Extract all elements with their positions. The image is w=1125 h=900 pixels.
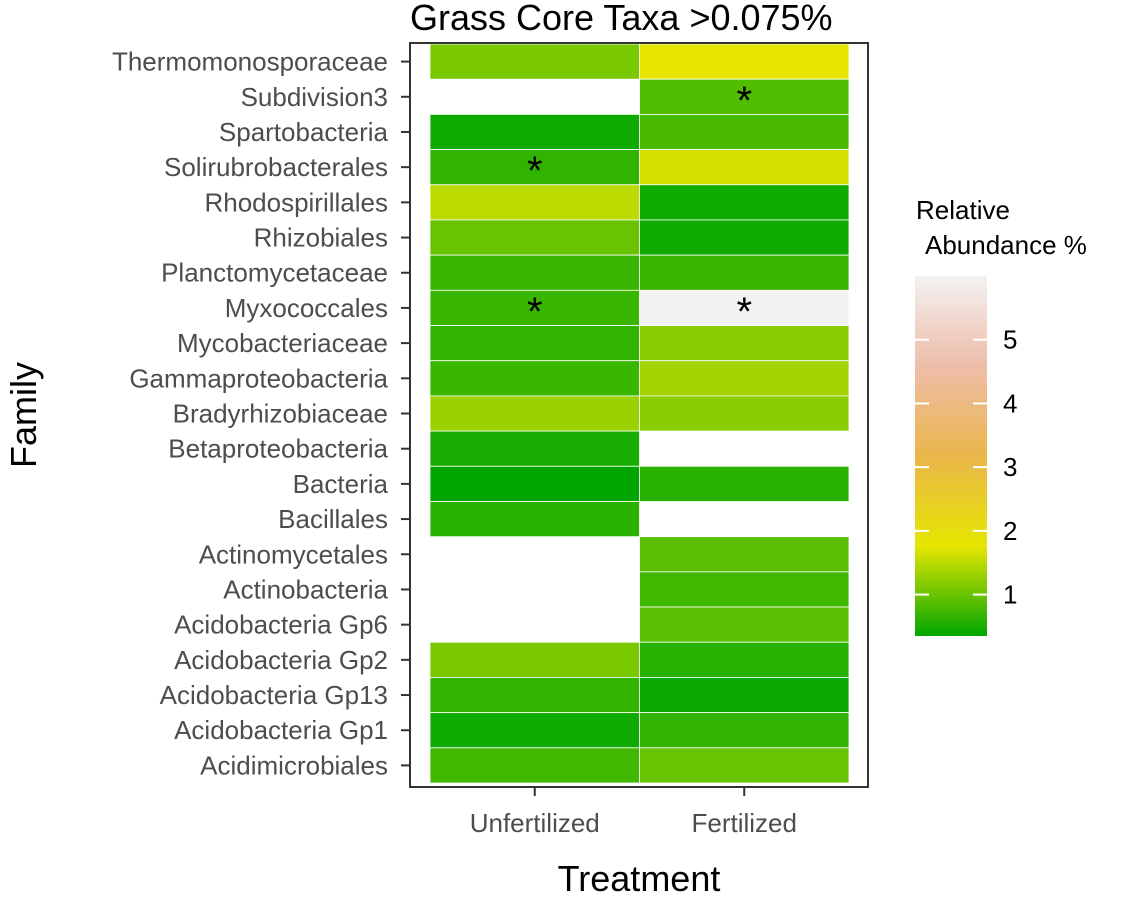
y-tick-label: Acidobacteria Gp1 bbox=[174, 715, 388, 745]
legend-title-line1: Relative bbox=[916, 195, 1010, 225]
legend-colorbar bbox=[915, 276, 987, 636]
y-tick-label: Acidobacteria Gp13 bbox=[160, 680, 388, 710]
y-tick-label: Myxococcales bbox=[225, 293, 388, 323]
legend-tick-label: 3 bbox=[1003, 452, 1017, 482]
x-axis-title: Treatment bbox=[558, 858, 721, 899]
heatmap-cell bbox=[639, 219, 850, 256]
heatmap-cell bbox=[429, 360, 640, 397]
y-tick-label: Actinobacteria bbox=[223, 574, 388, 604]
y-tick-label: Mycobacteriaceae bbox=[177, 328, 388, 358]
heatmap-cell bbox=[639, 289, 850, 326]
heatmap-cell bbox=[429, 184, 640, 221]
heatmap-cell bbox=[639, 606, 850, 643]
heatmap-cell bbox=[639, 571, 850, 608]
heatmap-cell bbox=[639, 360, 850, 397]
heatmap-cell bbox=[639, 395, 850, 432]
legend-title-line2: Abundance % bbox=[925, 230, 1087, 260]
heatmap-cell bbox=[429, 254, 640, 291]
y-tick-label: Acidimicrobiales bbox=[200, 750, 388, 780]
x-tick-label: Fertilized bbox=[692, 808, 797, 838]
heatmap-cell bbox=[639, 465, 850, 502]
heatmap-cell bbox=[639, 254, 850, 291]
panel-border bbox=[409, 42, 869, 788]
legend-tick-label: 2 bbox=[1003, 516, 1017, 546]
significance-markers: * * * * bbox=[527, 79, 752, 334]
y-tick-label: Bradyrhizobiaceae bbox=[173, 399, 388, 429]
y-tick-label: Betaproteobacteria bbox=[168, 434, 388, 464]
x-tick-label: Unfertilized bbox=[470, 808, 600, 838]
y-tick-label: Bacillales bbox=[278, 504, 388, 534]
heatmap-cell bbox=[639, 184, 850, 221]
heatmap-cell bbox=[639, 43, 850, 80]
y-axis-title: Family bbox=[3, 362, 44, 468]
heatmap-cell bbox=[639, 325, 850, 362]
color-legend: Relative Abundance % 1 2 3 4 5 bbox=[915, 195, 1087, 636]
significance-star: * bbox=[736, 79, 752, 123]
chart-title: Grass Core Taxa >0.075% bbox=[410, 0, 833, 38]
significance-star: * bbox=[736, 290, 752, 334]
y-tick-label: Rhodospirillales bbox=[204, 187, 388, 217]
y-axis: Thermomonosporaceae Subdivision3 Spartobac… bbox=[112, 47, 410, 780]
x-axis: Unfertilized Fertilized bbox=[470, 787, 797, 838]
heatmap-cell bbox=[639, 712, 850, 749]
y-tick-label: Acidobacteria Gp2 bbox=[174, 645, 388, 675]
heatmap-cell bbox=[429, 501, 640, 538]
heatmap-cell bbox=[429, 712, 640, 749]
y-tick-label: Subdivision3 bbox=[241, 82, 388, 112]
significance-star: * bbox=[527, 149, 543, 193]
y-tick-label: Planctomycetaceae bbox=[161, 258, 388, 288]
y-tick-label: Spartobacteria bbox=[219, 117, 389, 147]
heatmap-cell bbox=[429, 641, 640, 678]
heatmap-cell bbox=[639, 677, 850, 714]
heatmap-cell bbox=[429, 747, 640, 784]
legend-tick-label: 1 bbox=[1003, 580, 1017, 610]
legend-tick-label: 4 bbox=[1003, 388, 1017, 418]
heatmap-cell bbox=[639, 78, 850, 115]
heatmap-cell bbox=[639, 113, 850, 150]
heatmap-cell bbox=[429, 395, 640, 432]
y-tick-label: Gammaproteobacteria bbox=[129, 363, 388, 393]
heatmap-cells bbox=[429, 43, 850, 784]
heatmap-cell bbox=[429, 113, 640, 150]
heatmap-cell bbox=[429, 149, 640, 186]
heatmap-cell bbox=[429, 677, 640, 714]
y-tick-label: Thermomonosporaceae bbox=[112, 47, 388, 77]
significance-star: * bbox=[527, 290, 543, 334]
heatmap-cell bbox=[429, 289, 640, 326]
heatmap-cell bbox=[639, 149, 850, 186]
y-tick-label: Solirubrobacterales bbox=[164, 152, 388, 182]
heatmap-cell bbox=[429, 43, 640, 80]
heatmap-cell bbox=[429, 219, 640, 256]
heatmap-cell bbox=[639, 641, 850, 678]
heatmap-cell bbox=[639, 747, 850, 784]
y-tick-label: Bacteria bbox=[293, 469, 389, 499]
legend-tick-label: 5 bbox=[1003, 325, 1017, 355]
heatmap-cell bbox=[429, 465, 640, 502]
y-tick-label: Acidobacteria Gp6 bbox=[174, 610, 388, 640]
heatmap-cell bbox=[639, 536, 850, 573]
heatmap-cell bbox=[429, 430, 640, 467]
y-tick-label: Actinomycetales bbox=[199, 539, 388, 569]
y-tick-label: Rhizobiales bbox=[254, 223, 388, 253]
